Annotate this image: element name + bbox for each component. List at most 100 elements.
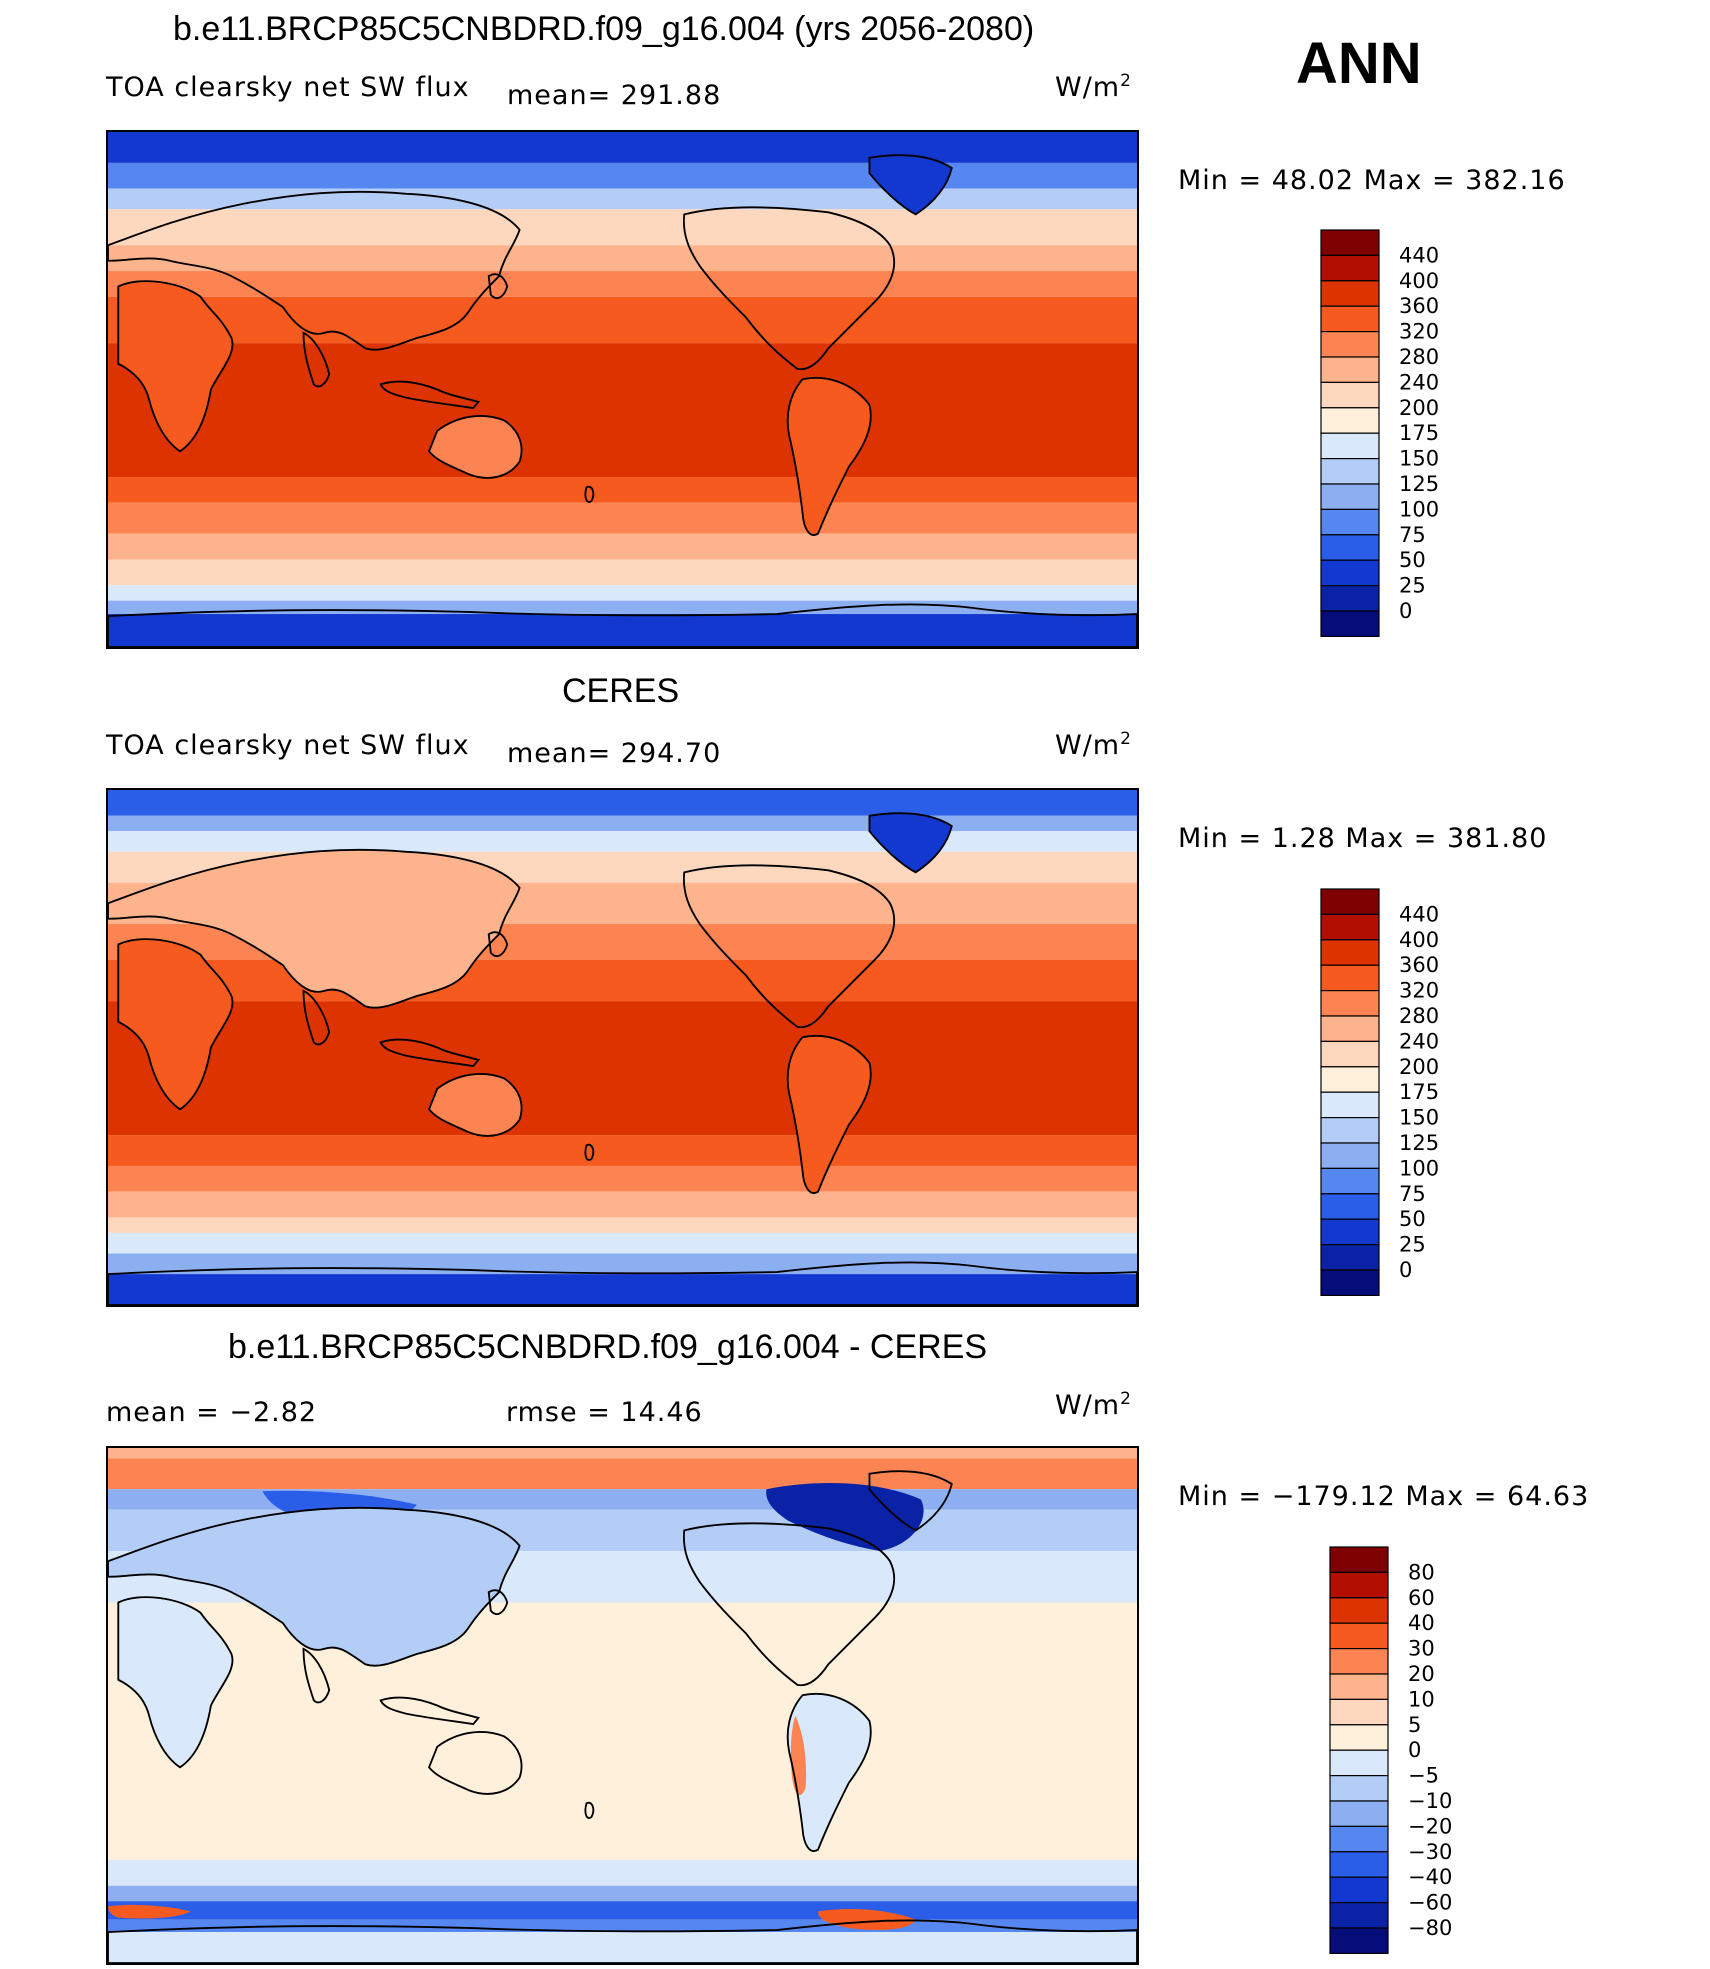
colorbar-swatch xyxy=(1320,1218,1380,1246)
rmse-value: rmse = 14.46 xyxy=(506,1397,703,1428)
coastline xyxy=(117,1596,234,1769)
contour-band xyxy=(108,477,1137,503)
colorbar-swatch xyxy=(1320,1091,1380,1119)
coastline xyxy=(108,190,521,351)
colorbar-tick-label: 320 xyxy=(1399,320,1439,344)
contour-band xyxy=(108,1885,1137,1902)
colorbar-swatch xyxy=(1329,1571,1389,1599)
contour-band xyxy=(108,132,1137,163)
colorbar-tick-label: 0 xyxy=(1399,1258,1412,1282)
contour-band xyxy=(108,1602,1137,1860)
contour-band xyxy=(108,1001,1137,1136)
colorbar-swatch xyxy=(1320,534,1380,561)
colorbar-tick-label: 175 xyxy=(1399,421,1439,445)
contour-band xyxy=(108,614,1137,647)
contour-band xyxy=(108,1489,1137,1510)
colorbar-swatch xyxy=(1320,305,1380,333)
colorbar-swatch xyxy=(1320,913,1380,941)
colorbar-tick-label: 175 xyxy=(1399,1080,1439,1104)
colorbar-swatch xyxy=(1320,356,1380,383)
africa-region xyxy=(118,939,233,1110)
australia-region xyxy=(429,415,522,478)
contour-band xyxy=(108,1165,1137,1192)
coastline xyxy=(786,1693,872,1852)
colorbar-swatch xyxy=(1320,559,1380,587)
coastline xyxy=(682,864,895,1029)
contour-band xyxy=(108,533,1137,560)
colorbar-swatch xyxy=(1329,1749,1389,1777)
contour-band xyxy=(108,831,1137,852)
colorbar-swatch xyxy=(1320,1244,1380,1271)
colorbar-tick-label: 125 xyxy=(1399,1131,1439,1155)
season-label: ANN xyxy=(1296,31,1422,96)
colorbar-tick-label: 50 xyxy=(1399,1207,1426,1231)
min-max-label: Min = 48.02 Max = 382.16 xyxy=(1178,165,1566,196)
eurasia-region xyxy=(108,1507,520,1666)
contour-band xyxy=(108,585,1137,601)
min-max-label: Min = 1.28 Max = 381.80 xyxy=(1178,823,1548,854)
colorbar-tick-label: −30 xyxy=(1408,1840,1452,1864)
colorbar-swatch xyxy=(1329,1902,1389,1929)
contour-band xyxy=(108,1232,1137,1254)
mean-value: mean= 294.70 xyxy=(507,738,722,769)
contour-band xyxy=(108,188,1137,210)
colorbar-tick-label: −10 xyxy=(1408,1789,1452,1813)
contour-band xyxy=(108,1135,1137,1166)
colorbar-tick-label: 10 xyxy=(1408,1687,1435,1711)
colorbar-tick-label: 100 xyxy=(1399,497,1439,521)
colorbar-tick-label: 5 xyxy=(1408,1713,1421,1737)
colorbar-swatch xyxy=(1329,1724,1389,1751)
coastline xyxy=(868,1470,953,1532)
colorbar-tick-label: −80 xyxy=(1408,1916,1452,1940)
colorbar-swatch xyxy=(1329,1800,1389,1827)
coastline xyxy=(487,273,509,299)
difference-map xyxy=(106,1446,1139,1965)
contour-band xyxy=(108,790,1137,816)
panel-title: b.e11.BRCP85C5CNBDRD.f09_g16.004 (yrs 20… xyxy=(173,10,1035,48)
colorbar-swatch xyxy=(1320,1117,1380,1144)
contour-band xyxy=(108,245,1137,272)
coastline xyxy=(117,280,234,453)
colorbar-swatch xyxy=(1320,989,1380,1017)
coastline xyxy=(379,1038,481,1068)
coastline xyxy=(108,1506,521,1667)
colorbar-swatch xyxy=(1320,407,1380,434)
contour-band xyxy=(108,1448,1137,1459)
colorbar-tick-label: 50 xyxy=(1399,548,1426,572)
coastline xyxy=(427,415,523,479)
colorbar-tick-label: −60 xyxy=(1408,1891,1452,1915)
greenland-region xyxy=(869,155,952,215)
units-label: W/m2 xyxy=(1055,1389,1132,1421)
coastline xyxy=(117,938,234,1111)
coastline xyxy=(786,1035,872,1194)
coastline xyxy=(379,380,481,410)
panel-title: b.e11.BRCP85C5CNBDRD.f09_g16.004 - CERES xyxy=(228,1328,988,1366)
coastline xyxy=(487,1589,509,1615)
colorbar-tick-label: −40 xyxy=(1408,1865,1452,1889)
mean-value: mean= 291.88 xyxy=(507,80,722,111)
coastline xyxy=(108,1919,1137,1963)
contour-band xyxy=(108,271,1137,297)
colorbar-tick-label: 80 xyxy=(1408,1560,1435,1584)
colorbar-tick-label: 0 xyxy=(1399,599,1412,623)
colorbar-swatch xyxy=(1329,1851,1389,1878)
contour-band xyxy=(108,1191,1137,1218)
colorbar-tick-label: 280 xyxy=(1399,345,1439,369)
canada-deficit-region xyxy=(766,1483,924,1551)
units-label: W/m2 xyxy=(1055,71,1132,103)
contour-band xyxy=(108,1932,1137,1963)
colorbar-swatch xyxy=(1320,1269,1380,1296)
africa-region xyxy=(118,281,233,452)
contour-band xyxy=(108,1253,1137,1275)
colorbar-tick-label: 75 xyxy=(1399,523,1426,547)
contour-band xyxy=(108,1274,1137,1305)
contour-band xyxy=(108,959,1137,1002)
coastline xyxy=(302,331,331,388)
colorbar-swatch xyxy=(1329,1673,1389,1700)
colorbar-swatch xyxy=(1320,280,1380,307)
colorbar-tick-label: 40 xyxy=(1408,1611,1435,1635)
colorbar-tick-label: 20 xyxy=(1408,1662,1435,1686)
colorbar-swatch xyxy=(1320,1040,1380,1068)
min-max-label: Min = −179.12 Max = 64.63 xyxy=(1178,1481,1590,1512)
colorbar-tick-label: 320 xyxy=(1399,979,1439,1003)
